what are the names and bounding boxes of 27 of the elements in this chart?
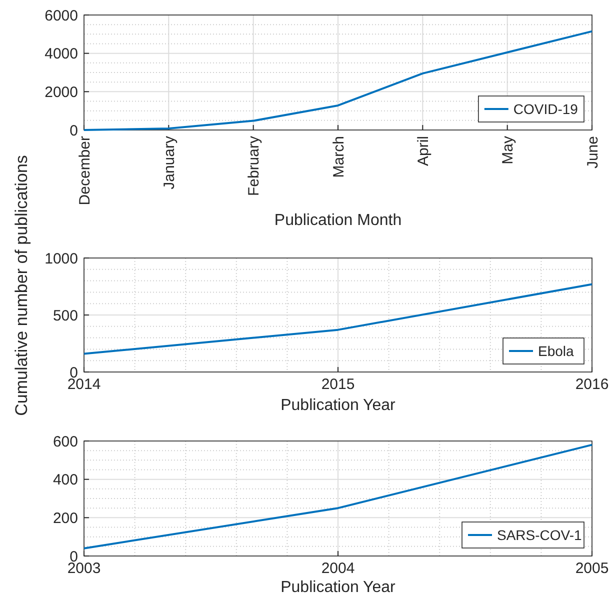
- x-tick-label: April: [414, 136, 432, 166]
- legend-label: Ebola: [538, 342, 574, 359]
- x-tick-label: February: [246, 136, 263, 196]
- y-tick-label: 0: [70, 122, 78, 140]
- y-tick-label: 500: [52, 307, 78, 324]
- x-axis-title: Publication Year: [280, 579, 396, 596]
- x-tick-label: 2004: [321, 560, 355, 577]
- y-tick-label: 2000: [44, 84, 78, 101]
- legend-label: SARS-COV-1: [497, 526, 582, 543]
- x-axis-title: Publication Month: [274, 212, 402, 229]
- y-tick-label: 1000: [44, 250, 78, 268]
- x-tick-label: December: [76, 136, 94, 206]
- x-tick-label: June: [584, 136, 602, 169]
- y-tick-label: 600: [52, 433, 78, 450]
- y-tick-label: 4000: [44, 46, 78, 63]
- y-tick-label: 400: [52, 472, 78, 489]
- y-tick-label: 200: [52, 510, 78, 527]
- x-tick-label: May: [500, 136, 517, 164]
- legend-label: COVID-19: [513, 100, 578, 117]
- x-tick-label: March: [330, 136, 348, 178]
- x-tick-label: 2016: [575, 376, 609, 393]
- x-axis-title: Publication Year: [280, 397, 396, 414]
- x-tick-label: 2015: [321, 376, 355, 393]
- x-tick-label: 2005: [575, 560, 609, 577]
- x-tick-label: January: [160, 136, 178, 190]
- y-tick-label: 6000: [44, 7, 78, 24]
- y-axis-title: Cumulative number of publications: [12, 155, 31, 416]
